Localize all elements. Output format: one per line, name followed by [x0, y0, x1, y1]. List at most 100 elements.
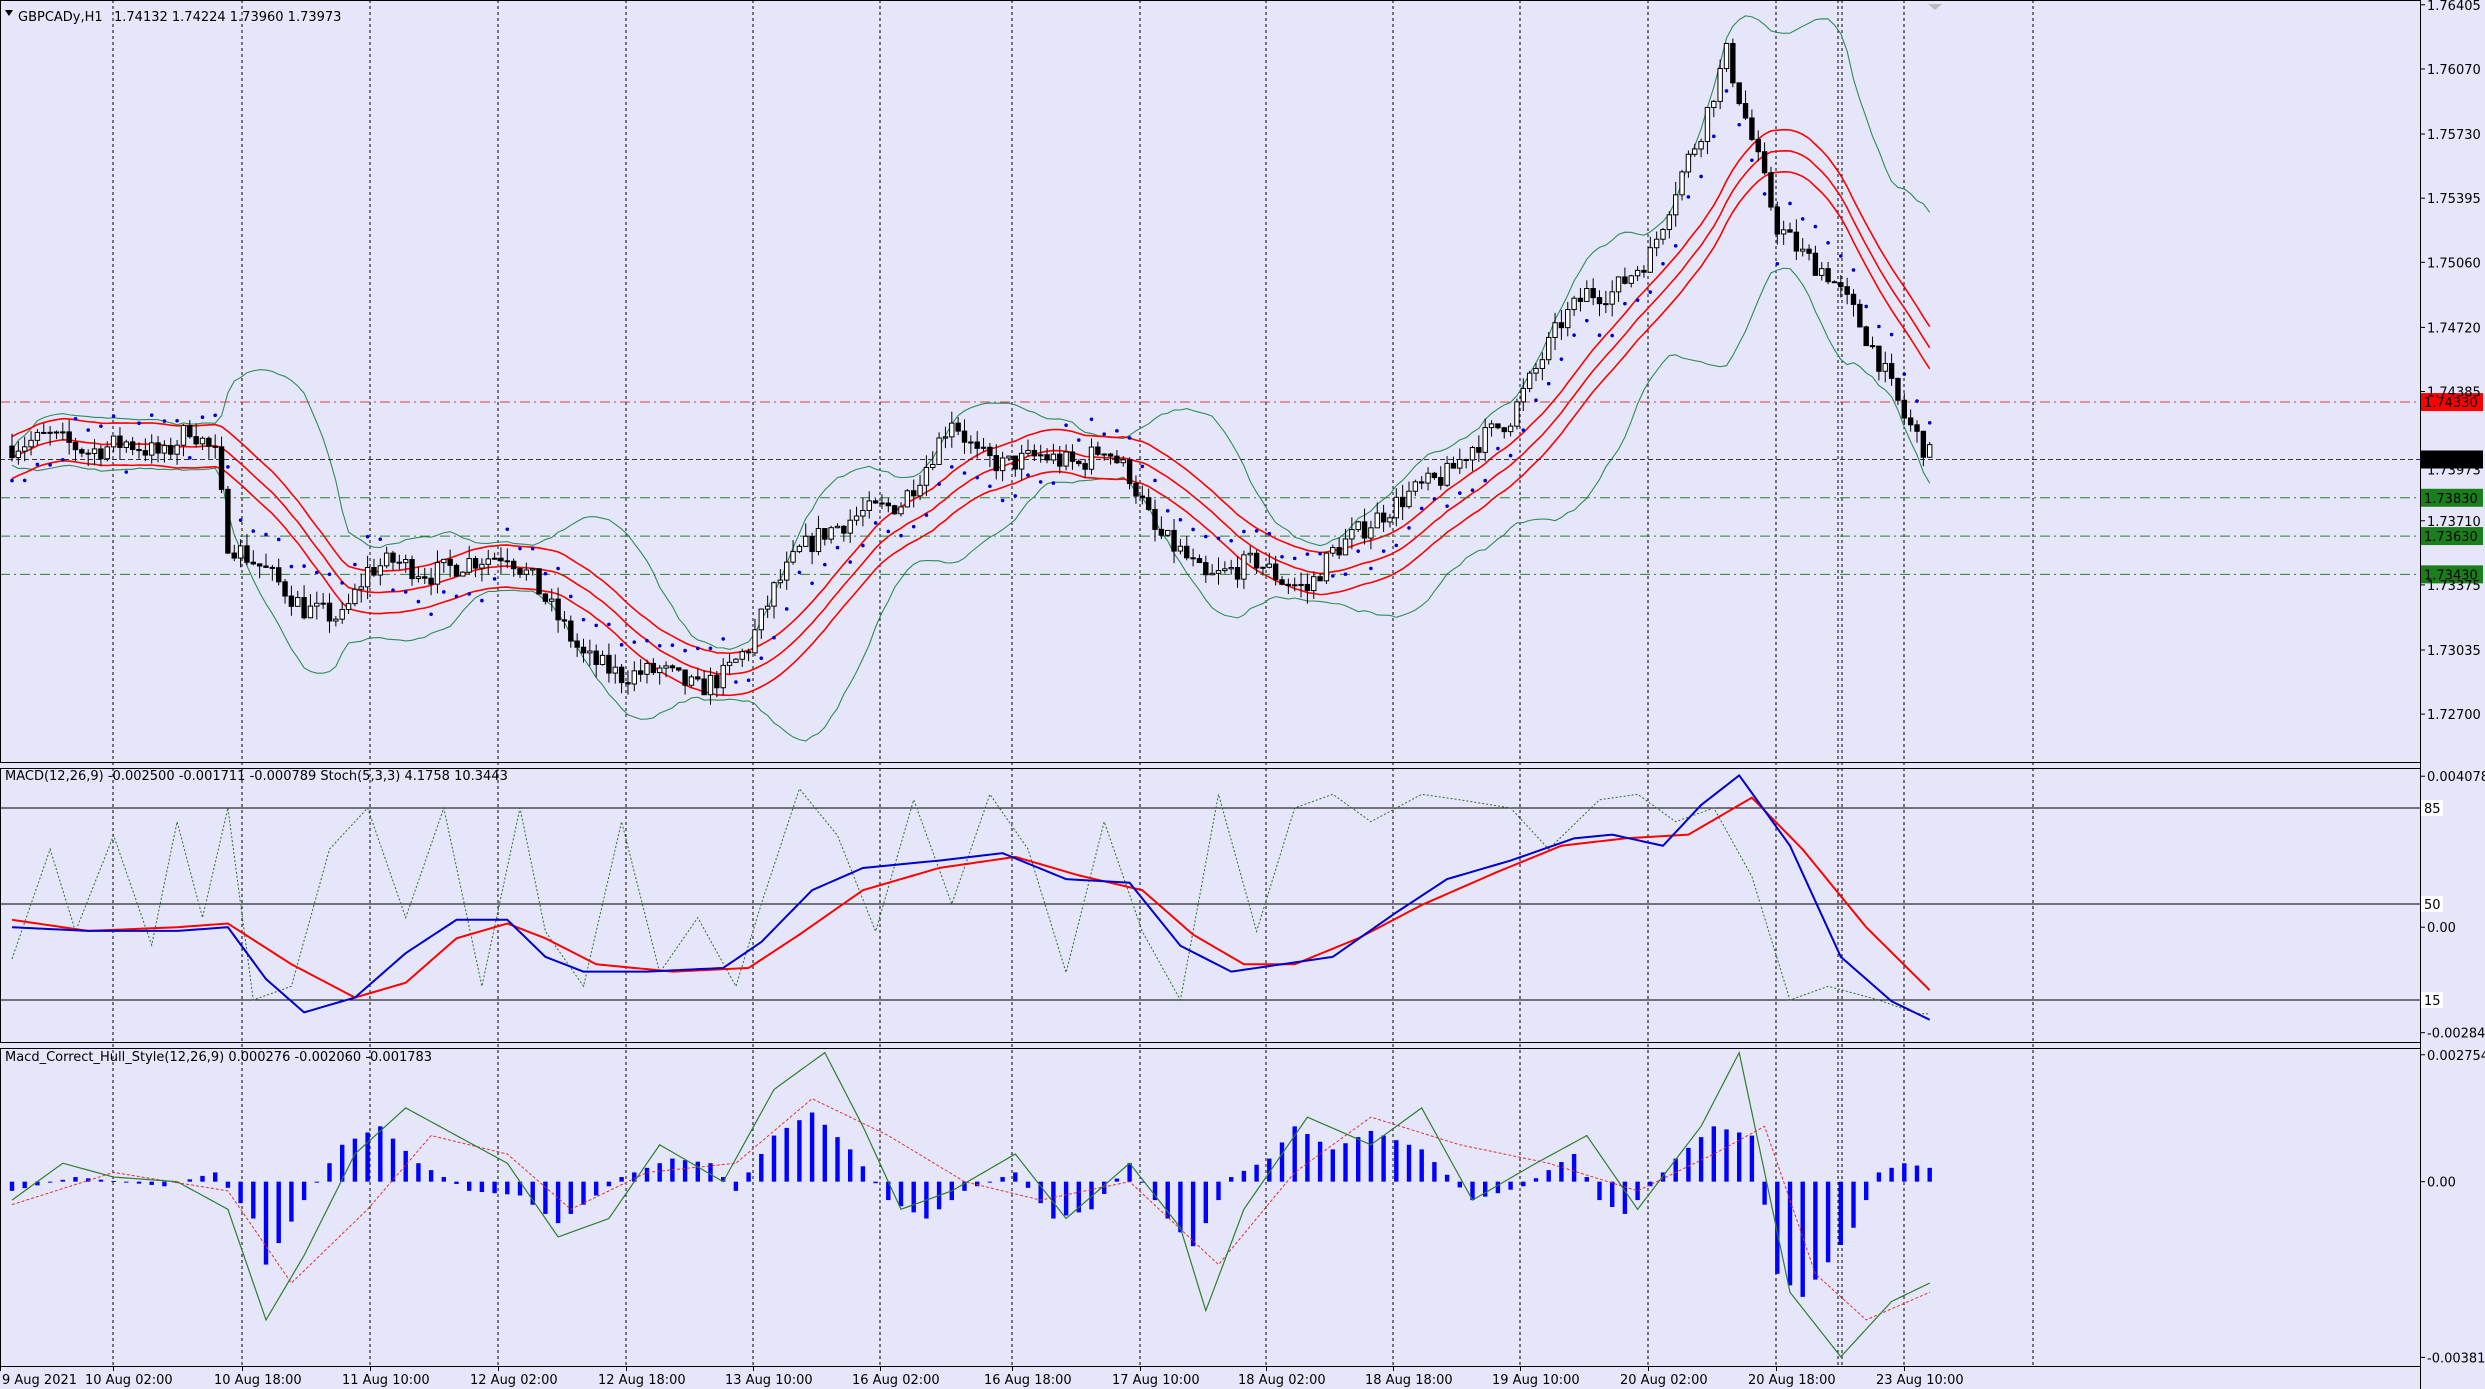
x-tick-label: 20 Aug 02:00 — [1620, 1373, 1708, 1388]
candle-body — [1920, 430, 1927, 458]
sar-dot — [1026, 473, 1030, 478]
candle-body — [1685, 153, 1692, 173]
candle-body — [218, 446, 225, 490]
candle-body — [745, 651, 752, 654]
sar-dot — [581, 617, 586, 622]
sar-dot — [645, 638, 649, 643]
sar-dot — [48, 463, 52, 467]
hist-bar — [555, 1181, 561, 1224]
candle-body — [1469, 447, 1476, 461]
candle-body — [396, 561, 403, 564]
hist-bar — [22, 1181, 27, 1189]
candle-body — [117, 435, 123, 448]
candle-body — [936, 437, 942, 465]
y-tick-label: 1.76405 — [2427, 0, 2481, 14]
candle-body — [764, 605, 771, 610]
sar-dot — [721, 637, 725, 641]
candle-body — [657, 667, 663, 674]
candle-body — [1412, 481, 1419, 492]
hist-bar — [1038, 1181, 1043, 1204]
hist-bar — [987, 1181, 993, 1183]
sar-dot — [1877, 324, 1881, 329]
candle-body — [79, 449, 85, 454]
hist-bar — [759, 1154, 764, 1182]
hist-bar — [1254, 1164, 1259, 1182]
sar-dot — [569, 594, 573, 599]
candle-body — [1793, 231, 1800, 252]
candle-body — [66, 431, 72, 443]
y-tick-label: 1.75730 — [2427, 128, 2481, 143]
candle-body — [326, 602, 333, 622]
price-tag-label: 1.73430 — [2424, 568, 2478, 583]
candle-body — [1730, 42, 1736, 84]
hist-bar — [1902, 1163, 1907, 1182]
candle-body — [1603, 303, 1609, 306]
hist-bar — [1267, 1158, 1272, 1182]
hist-bar — [1584, 1177, 1589, 1182]
candle-body — [612, 666, 618, 674]
candle-body — [123, 441, 129, 448]
sar-dot — [1178, 517, 1183, 522]
sar-dot — [1394, 543, 1399, 548]
candle-body — [383, 552, 390, 567]
sar-dot — [556, 566, 560, 571]
candle-body — [1653, 238, 1660, 249]
hist-bar — [479, 1181, 485, 1193]
hist-bar — [441, 1177, 446, 1182]
hist-bar — [1559, 1162, 1564, 1182]
candle-body — [1399, 496, 1406, 508]
sar-dot — [200, 415, 205, 419]
hist-bar — [771, 1135, 777, 1182]
hist-bar — [1610, 1181, 1615, 1207]
price-tag — [2421, 527, 2483, 546]
candle-body — [364, 567, 371, 588]
parabolic-sar — [10, 89, 1932, 684]
sar-dot — [1204, 534, 1208, 539]
hist-bar — [911, 1181, 916, 1213]
candle-body — [714, 674, 720, 689]
candle-body — [415, 576, 422, 580]
hist-bar — [1394, 1140, 1399, 1182]
symbol-menu-arrow-icon[interactable] — [5, 10, 13, 16]
candle-body — [434, 562, 441, 585]
candle-body — [1488, 423, 1495, 429]
hist-bar — [1089, 1181, 1094, 1210]
hist-bar — [1063, 1181, 1069, 1216]
hist-bar — [73, 1177, 78, 1182]
candle-body — [1704, 106, 1711, 143]
candle-body — [898, 506, 904, 515]
sar-dot — [734, 680, 738, 684]
candle-body — [1647, 247, 1653, 273]
hull-fast-line — [11, 1050, 1930, 1358]
sar-dot — [10, 478, 14, 483]
hist-bar — [1381, 1135, 1386, 1182]
candle-body — [1800, 248, 1806, 252]
candle-body — [1438, 477, 1444, 486]
hist-bar — [1051, 1181, 1056, 1219]
hist-bar — [263, 1181, 269, 1265]
candle-body — [60, 431, 66, 434]
sar-dot — [1305, 552, 1310, 556]
candle-body — [784, 561, 790, 581]
candle-body — [1241, 554, 1247, 580]
hist-bar — [898, 1181, 904, 1207]
candle-body — [282, 581, 288, 597]
candle-body — [815, 528, 822, 553]
scroll-marker-icon[interactable] — [1928, 4, 1942, 10]
candle-body — [320, 602, 326, 605]
sar-dot — [1585, 318, 1589, 323]
candle-body — [1203, 562, 1209, 576]
candle-body — [1038, 454, 1044, 457]
sar-dot — [1623, 301, 1627, 306]
sar-dot — [1496, 446, 1500, 451]
candle-body — [1622, 276, 1628, 284]
candle-body — [949, 422, 955, 438]
sar-dot — [442, 590, 446, 594]
x-tick-label: 20 Aug 18:00 — [1748, 1373, 1836, 1388]
candle-body — [225, 488, 231, 554]
candle-body — [974, 441, 980, 449]
candle-body — [1838, 282, 1844, 288]
candle-body — [720, 664, 726, 689]
hist-bar — [1571, 1154, 1577, 1182]
